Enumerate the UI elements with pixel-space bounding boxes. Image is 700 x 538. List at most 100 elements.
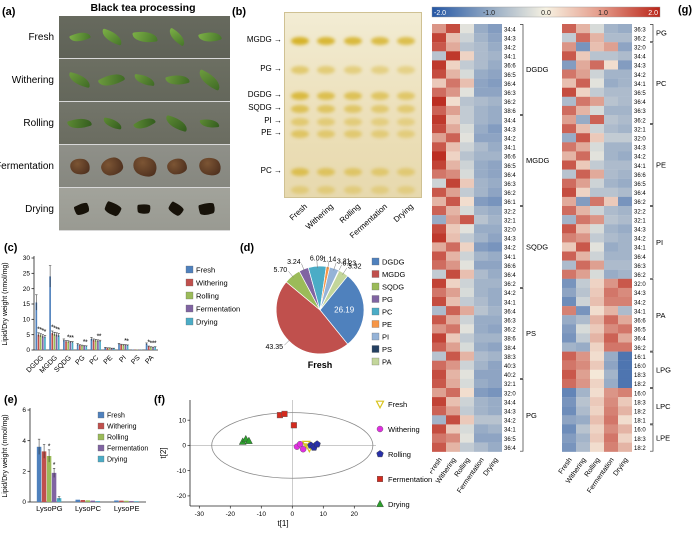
heatmap-cell <box>562 115 576 125</box>
heatmap-cell <box>618 124 632 134</box>
heatmap-cell <box>604 415 618 425</box>
heatmap-cell <box>460 260 474 270</box>
heatmap-cell <box>590 433 604 443</box>
heatmap-cell <box>474 151 488 161</box>
heatmap-cell <box>590 297 604 307</box>
heatmap-cell <box>474 115 488 125</box>
tea-stage-row: Fresh <box>2 16 230 59</box>
heatmap-cell <box>432 397 446 407</box>
tlc-spot <box>317 36 336 45</box>
heatmap-cell <box>562 51 576 61</box>
label: 34:1 <box>504 55 516 61</box>
group-bracket <box>520 379 524 452</box>
stage-photo-strip <box>59 102 230 145</box>
tlc-spot <box>290 104 309 113</box>
heatmap-cell <box>488 388 502 398</box>
label: 36:6 <box>504 64 516 70</box>
bar-LysoPG-Fermentation <box>51 472 57 502</box>
heatmap-cell <box>562 287 576 298</box>
heatmap-cell <box>488 324 502 334</box>
heatmap-cell <box>474 160 488 170</box>
heatmap-cell <box>488 151 502 161</box>
label: 18:2 <box>634 446 646 452</box>
label: Drying <box>107 457 127 464</box>
heatmap-cell <box>618 269 632 279</box>
label: 34:3 <box>504 410 516 416</box>
heatmap-cell <box>460 278 474 289</box>
heatmap-cell <box>618 169 632 179</box>
label: 34:2 <box>504 137 516 143</box>
label: t[2] <box>159 447 168 458</box>
label: LysoPC <box>75 504 102 513</box>
heatmap-cell <box>590 215 604 225</box>
label: 5 <box>26 332 30 339</box>
tlc-spot <box>290 185 309 194</box>
label: 34:4 <box>504 400 516 406</box>
heatmap-cell <box>562 87 576 97</box>
bar-PI-Rolling <box>122 345 125 350</box>
label: 36:2 <box>504 328 516 334</box>
panel-d-letter: (d) <box>240 242 255 254</box>
heatmap-cell <box>474 306 488 316</box>
heatmap-cell <box>432 60 446 70</box>
bar-PG-Withering <box>78 345 81 350</box>
heatmap-cell <box>474 433 488 443</box>
legend-swatch-Fresh <box>97 411 105 419</box>
heatmap-cell <box>618 306 632 316</box>
legend-swatch-PI <box>371 332 380 341</box>
heatmap-cell <box>562 251 576 261</box>
heatmap-cell <box>432 388 446 398</box>
heatmap-cell <box>618 324 632 334</box>
label: 34:1 <box>504 146 516 152</box>
label: 18:3 <box>634 400 646 406</box>
heatmap-cell <box>562 160 576 170</box>
tlc-band-label: MGDG → <box>246 34 282 44</box>
marker-Fermentation <box>376 475 383 482</box>
heatmap-cell <box>562 278 576 289</box>
panel-c-letter: (c) <box>4 242 18 254</box>
label: 4 <box>22 438 26 445</box>
heatmap-cell <box>488 287 502 298</box>
heatmap-cell <box>618 142 632 152</box>
tlc-spot <box>317 168 336 177</box>
label: Fresh <box>308 360 333 370</box>
heatmap-cell <box>604 51 618 61</box>
heatmap-cell <box>576 324 590 334</box>
heatmap-cell <box>604 424 618 434</box>
label: 36:5 <box>634 182 646 188</box>
heatmap-cell <box>474 397 488 407</box>
heatmap-cell <box>618 215 632 225</box>
heatmap-cell <box>446 424 460 434</box>
heatmap-cell <box>618 397 632 407</box>
label: 32:2 <box>634 209 646 215</box>
label: * <box>53 326 56 333</box>
bar-SQDG-Drying <box>71 342 74 350</box>
heatmap-cell <box>432 196 446 207</box>
heatmap-cell <box>604 260 618 270</box>
legend-swatch-Fresh <box>185 265 194 274</box>
heatmap-cell <box>604 78 618 88</box>
heatmap-cell <box>446 251 460 261</box>
heatmap-cell <box>446 315 460 325</box>
marker-Withering <box>299 446 307 453</box>
heatmap-cell <box>576 306 590 316</box>
heatmap-cell <box>562 324 576 334</box>
heatmap-cell <box>590 60 604 70</box>
heatmap-cell <box>618 406 632 416</box>
label: 34:1 <box>634 164 646 170</box>
heatmap-cell <box>562 24 576 34</box>
label: LPG <box>656 365 671 374</box>
bar-LysoPC-Drying <box>95 501 100 502</box>
drying-leaf-photo <box>103 200 123 218</box>
heatmap-cell <box>576 187 590 198</box>
label: Rolling <box>388 450 411 459</box>
label: 32:0 <box>634 282 646 288</box>
tea-stage-row: Drying <box>2 188 230 231</box>
label: 0 <box>290 511 294 518</box>
label: 36:2 <box>634 118 646 124</box>
heatmap-cell <box>562 360 576 370</box>
heatmap-cell <box>446 351 460 361</box>
heatmap-cell <box>562 42 576 52</box>
heatmap-cell <box>474 242 488 252</box>
heatmap-cell <box>446 42 460 52</box>
